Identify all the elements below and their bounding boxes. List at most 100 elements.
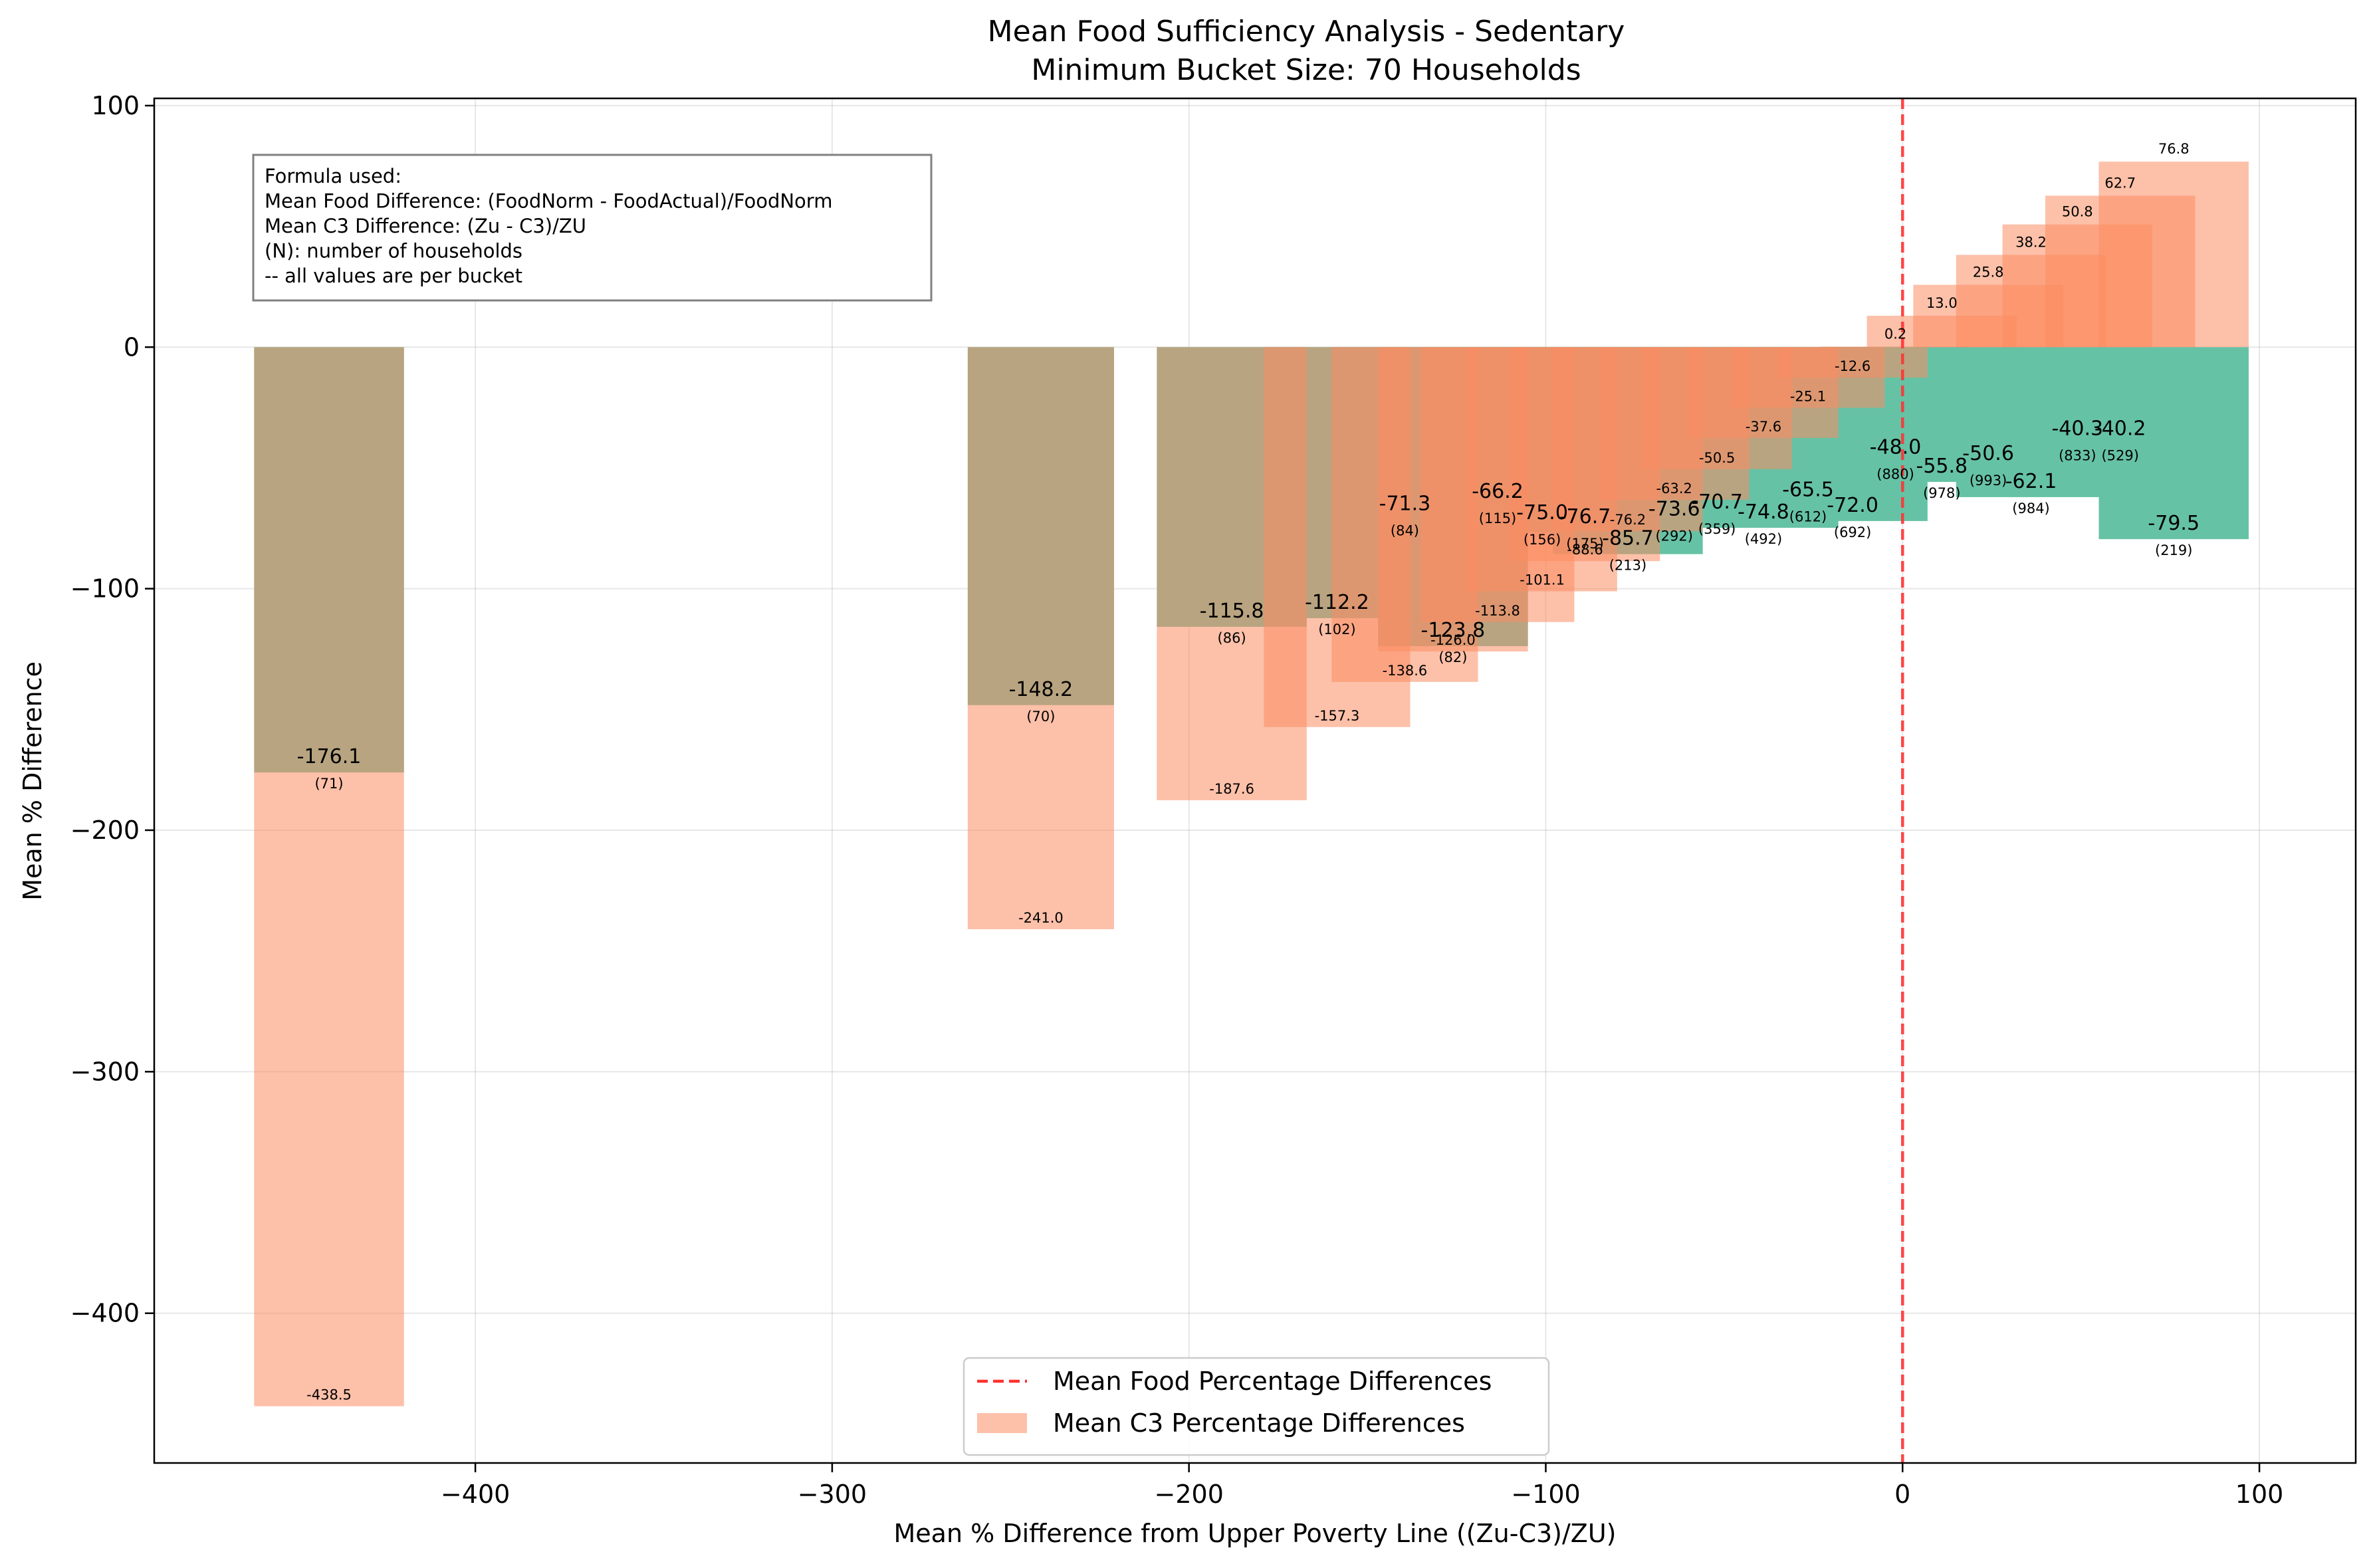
food-value-label: -74.8 [1738, 501, 1789, 524]
plot-frame [153, 97, 2357, 1464]
c3-value-label: 38.2 [2015, 234, 2047, 250]
y-tick-label: 0 [124, 332, 140, 362]
chart-subtitle: Minimum Bucket Size: 70 Households [1031, 53, 1581, 87]
legend-label: Mean Food Percentage Differences [1053, 1367, 1492, 1396]
food-value-label: -55.8 [1916, 455, 1968, 478]
food-value-label: -123.8 [1421, 619, 1486, 642]
x-axis-label: Mean % Difference from Upper Poverty Lin… [894, 1519, 1617, 1548]
food-value-label: -40.2 [2094, 417, 2146, 440]
x-tick-label: −200 [1155, 1480, 1224, 1509]
c3-value-label: -438.5 [306, 1387, 352, 1403]
y-tick-label: 100 [91, 91, 140, 120]
c3-value-label: -76.2 [1610, 512, 1646, 528]
c3-value-label: -50.5 [1699, 450, 1735, 466]
household-count-label: (612) [1789, 508, 1827, 524]
c3-value-label: -126.0 [1430, 632, 1476, 648]
y-axis: 100 0 −100 −200 −300 −400 [70, 91, 154, 1328]
c3-value-label: -187.6 [1209, 781, 1254, 797]
food-value-label: -112.2 [1305, 591, 1369, 614]
value-labels: -176.1 (71) -438.5 -148.2 (70) -241.0 -115.8 (8… [297, 141, 2200, 1402]
formula-annotation-line: Mean Food Difference: (FoodNorm - FoodAc… [265, 190, 832, 213]
food-value-label: -40.3 [2051, 417, 2103, 441]
household-count-label: (880) [1876, 467, 1914, 483]
c3-value-label: -63.2 [1656, 481, 1692, 497]
household-count-label: (70) [1026, 709, 1055, 725]
y-axis-label: Mean % Difference [18, 661, 47, 901]
c3-value-label: 13.0 [1926, 295, 1958, 311]
c3-bar [254, 347, 404, 1406]
household-count-label: (993) [1970, 473, 2007, 489]
food-bar [2098, 347, 2249, 540]
household-count-label: (529) [2101, 447, 2138, 463]
c3-value-label: -241.0 [1018, 910, 1064, 926]
food-value-label: -115.8 [1200, 600, 1264, 623]
food-value-label: -176.1 [297, 745, 362, 768]
y-tick-label: −100 [70, 574, 140, 604]
x-tick-label: 100 [2235, 1480, 2284, 1509]
food-value-label: -72.0 [1827, 494, 1878, 517]
c3-bar [2098, 162, 2249, 348]
household-count-label: (86) [1218, 630, 1246, 646]
c3-value-label: 50.8 [2062, 204, 2093, 220]
household-count-label: (84) [1391, 522, 1419, 538]
household-count-label: (82) [1438, 649, 1467, 665]
chart-title: Mean Food Sufficiency Analysis - Sedenta… [988, 15, 1625, 49]
household-count-label: (292) [1655, 528, 1692, 544]
food-value-label: -148.2 [1009, 678, 1074, 701]
household-count-label: (115) [1479, 510, 1516, 526]
y-tick-label: −300 [70, 1057, 140, 1086]
c3-bar [967, 347, 1114, 929]
c3-value-label: -37.6 [1746, 419, 1781, 435]
c3-value-label: 76.8 [2158, 141, 2190, 157]
x-tick-label: −100 [1511, 1480, 1580, 1509]
y-tick-label: −400 [70, 1299, 140, 1328]
food-value-label: -73.6 [1648, 498, 1700, 521]
c3-value-label: -138.6 [1383, 663, 1428, 679]
food-value-label: -65.5 [1782, 478, 1834, 501]
legend: Mean Food Percentage Differences Mean C3 … [962, 1357, 1550, 1456]
x-tick-label: −400 [441, 1480, 510, 1509]
household-count-label: (71) [314, 776, 343, 792]
formula-annotation-line: Formula used: [265, 165, 401, 187]
c3-value-label: 62.7 [2104, 175, 2136, 191]
legend-box [962, 1357, 1550, 1456]
legend-label: Mean C3 Percentage Differences [1053, 1408, 1465, 1438]
food-value-label: -66.2 [1472, 480, 1524, 503]
household-count-label: (156) [1524, 532, 1561, 548]
household-count-label: (984) [2012, 501, 2049, 516]
food-value-label: -50.6 [1962, 442, 2014, 465]
c3-value-label: -88.6 [1567, 542, 1603, 558]
formula-annotation: Formula used: Mean Food Difference: (Food… [252, 154, 933, 302]
household-count-label: (213) [1609, 558, 1646, 574]
household-count-label: (175) [1566, 536, 1603, 552]
c3-value-label: 25.8 [1973, 265, 2004, 280]
formula-annotation-line: Mean C3 Difference: (Zu - C3)/ZU [265, 215, 586, 237]
c3-value-label: -12.6 [1835, 358, 1870, 374]
food-value-label: -71.3 [1379, 492, 1431, 515]
food-value-label: -62.1 [2005, 470, 2057, 493]
c3-value-label: -157.3 [1315, 708, 1360, 724]
c3-bars [254, 162, 2249, 1406]
c3-value-label: -25.1 [1790, 388, 1826, 404]
food-value-label: -48.0 [1870, 436, 1922, 459]
food-value-label: -75.0 [1516, 501, 1568, 524]
household-count-label: (978) [1923, 485, 1960, 501]
household-count-label: (359) [1698, 521, 1736, 537]
food-value-label: -70.7 [1691, 491, 1743, 514]
household-count-label: (219) [2155, 542, 2192, 558]
formula-annotation-box [252, 154, 933, 302]
household-count-label: (492) [1745, 531, 1782, 547]
x-tick-label: −300 [798, 1480, 867, 1509]
x-tick-label: 0 [1894, 1480, 1910, 1509]
household-count-label: (833) [2059, 448, 2096, 464]
household-count-label: (102) [1318, 621, 1355, 637]
c3-value-label: 0.2 [1884, 326, 1906, 342]
y-tick-label: −200 [70, 816, 140, 845]
food-value-label: -79.5 [2148, 512, 2200, 535]
formula-annotation-line: (N): number of households [265, 240, 522, 263]
formula-annotation-line: -- all values are per bucket [265, 265, 522, 287]
c3-value-label: -101.1 [1520, 572, 1565, 588]
x-axis: −400 −300 −200 −100 0 100 [441, 1463, 2283, 1509]
food-value-label: -85.7 [1602, 527, 1654, 550]
